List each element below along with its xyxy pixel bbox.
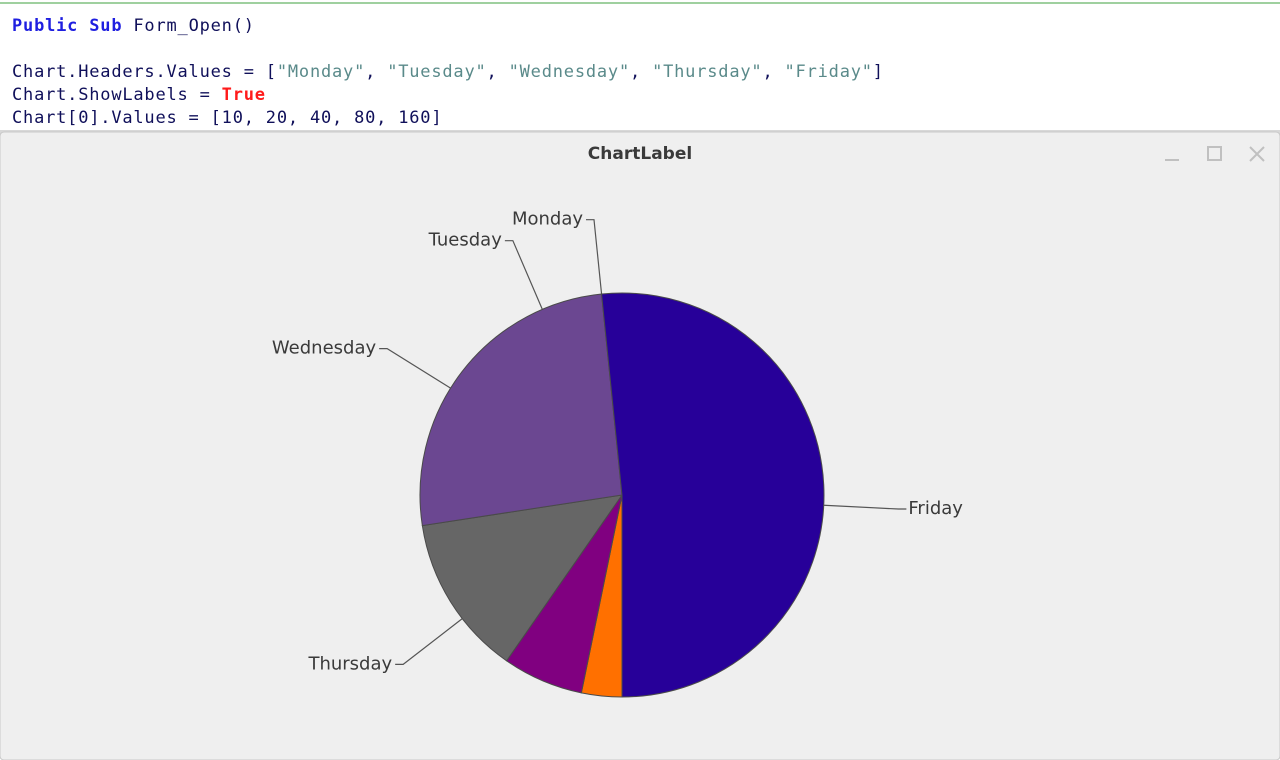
code-token: Chart[0].Values = [10, 20, 40, 80, 160] [12,108,442,128]
code-token: "Tuesday" [387,62,486,82]
code-token: , [762,62,784,82]
pie-slice [421,494,624,662]
code-token: , [365,62,387,82]
code-line: Chart.Headers.Values = ["Monday", "Tuesd… [12,62,884,82]
label-leader [586,219,603,295]
code-token: True [222,85,266,105]
pie-slice [601,292,825,698]
maximize-button[interactable] [1207,146,1222,161]
editor-background [0,0,1280,132]
pie-chart: Monday Tuesday Wednesday Thursday Friday [272,209,963,698]
label-leader [504,240,543,310]
label-leader [395,618,463,665]
code-token: Chart.Headers.Values = [ [12,62,277,82]
code-token: Public Sub [12,16,122,36]
label-leader [379,348,451,389]
slice-label: Tuesday [428,230,503,251]
code-line: Public Sub Form_Open() [12,16,255,36]
label-leader [823,504,907,510]
slice-label: Friday [908,498,963,519]
pie-slice [419,293,623,527]
window-title: ChartLabel [588,144,692,164]
code-token: , [487,62,509,82]
code-token: "Wednesday" [509,62,630,82]
code-token: "Friday" [785,62,873,82]
code-token: Chart.ShowLabels = [12,85,222,105]
code-line: Chart[0].Values = [10, 20, 40, 80, 160] [12,108,442,128]
slice-label: Monday [512,209,583,230]
code-area: Public Sub Form_Open() Chart.Headers.Valu… [12,16,884,128]
code-token: , [630,62,652,82]
code-line: Chart.ShowLabels = True [12,85,266,105]
close-button[interactable] [1249,146,1265,162]
slice-label: Thursday [307,653,392,674]
code-token: ] [873,62,884,82]
code-token: "Monday" [277,62,365,82]
code-token: "Thursday" [652,62,762,82]
slice-label: Wednesday [272,338,377,359]
code-token: Form_Open() [122,16,254,36]
